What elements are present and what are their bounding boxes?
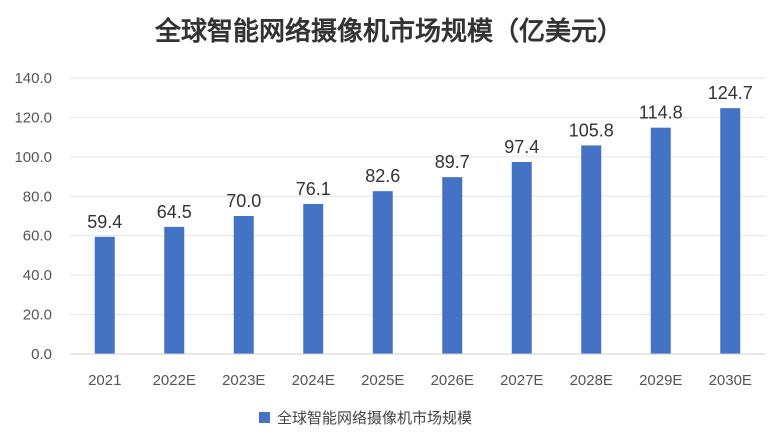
bar — [164, 226, 185, 354]
x-tick-label: 2029E — [639, 372, 682, 389]
chart-title: 全球智能网络摄像机市场规模（亿美元） — [154, 16, 623, 47]
data-label: 105.8 — [569, 120, 614, 140]
bar — [233, 216, 254, 354]
data-label: 76.1 — [296, 179, 331, 199]
gridlines — [70, 77, 765, 316]
y-tick-label: 60.0 — [23, 228, 52, 245]
data-label: 89.7 — [435, 152, 470, 172]
bar — [511, 161, 532, 354]
data-label: 97.4 — [504, 137, 539, 157]
y-tick-label: 80.0 — [23, 188, 52, 205]
legend-label: 全球智能网络摄像机市场规模 — [277, 409, 472, 427]
data-label: 70.0 — [226, 191, 261, 211]
x-tick-label: 2021 — [88, 372, 121, 389]
bar — [442, 177, 463, 354]
data-label: 124.7 — [708, 83, 753, 103]
y-tick-label: 100.0 — [14, 149, 52, 166]
bar — [94, 236, 115, 354]
data-label: 59.4 — [87, 212, 122, 232]
x-tick-label: 2026E — [431, 372, 474, 389]
x-tick-label: 2025E — [361, 372, 404, 389]
legend: 全球智能网络摄像机市场规模 — [259, 409, 472, 427]
x-axis-ticks: 2021 2022E 2023E 2024E 2025E 2026E 2027E 2028E 2… — [88, 372, 752, 389]
y-tick-label: 120.0 — [14, 109, 52, 126]
data-label: 82.6 — [365, 166, 400, 186]
bar — [650, 127, 671, 355]
bar — [581, 145, 602, 354]
data-label: 64.5 — [157, 202, 192, 222]
x-tick-label: 2024E — [292, 372, 335, 389]
bar — [372, 191, 393, 354]
x-tick-label: 2027E — [500, 372, 543, 389]
y-tick-label: 0.0 — [31, 346, 52, 363]
data-labels: 59.4 64.5 70.0 76.1 82.6 89.7 97.4 105.8 114.8 12… — [87, 83, 753, 232]
bar — [303, 203, 324, 354]
bar — [720, 108, 741, 354]
y-axis-ticks: 0.0 20.0 40.0 60.0 80.0 100.0 120.0 140.0 — [14, 70, 52, 363]
y-tick-label: 140.0 — [14, 70, 52, 87]
x-tick-label: 2030E — [709, 372, 752, 389]
y-tick-label: 20.0 — [23, 307, 52, 324]
x-tick-label: 2023E — [222, 372, 265, 389]
bars — [94, 108, 741, 355]
legend-swatch — [259, 412, 270, 423]
x-tick-label: 2022E — [153, 372, 196, 389]
data-label: 114.8 — [639, 103, 683, 123]
x-tick-label: 2028E — [570, 372, 613, 389]
y-tick-label: 40.0 — [23, 267, 52, 284]
